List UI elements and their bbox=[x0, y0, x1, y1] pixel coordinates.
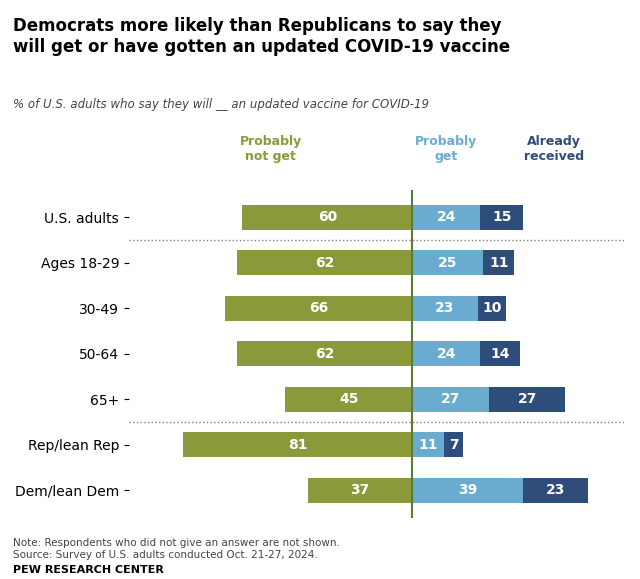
Bar bbox=[237, 342, 412, 367]
Bar bbox=[489, 387, 566, 412]
Text: 7: 7 bbox=[449, 438, 458, 452]
Text: 62: 62 bbox=[315, 256, 334, 270]
Text: 27: 27 bbox=[518, 393, 537, 406]
Bar bbox=[483, 251, 515, 276]
Text: 39: 39 bbox=[458, 483, 477, 497]
Text: 10: 10 bbox=[482, 302, 502, 316]
Text: % of U.S. adults who say they will __ an updated vaccine for COVID-19: % of U.S. adults who say they will __ an… bbox=[13, 98, 429, 111]
Text: 15: 15 bbox=[492, 210, 511, 225]
Text: 25: 25 bbox=[438, 256, 458, 270]
Text: 11: 11 bbox=[419, 438, 438, 452]
Text: 14: 14 bbox=[490, 347, 510, 361]
Bar bbox=[225, 296, 412, 321]
Text: Probably
not get: Probably not get bbox=[239, 135, 302, 163]
Bar bbox=[523, 478, 588, 503]
Text: PEW RESEARCH CENTER: PEW RESEARCH CENTER bbox=[13, 565, 164, 574]
Text: Probably
get: Probably get bbox=[415, 135, 477, 163]
Bar bbox=[412, 433, 444, 457]
Text: 60: 60 bbox=[317, 210, 337, 225]
Text: 62: 62 bbox=[315, 347, 334, 361]
Bar bbox=[237, 251, 412, 276]
Bar bbox=[477, 296, 506, 321]
Text: 66: 66 bbox=[309, 302, 328, 316]
Text: 23: 23 bbox=[546, 483, 565, 497]
Bar bbox=[412, 342, 481, 367]
Text: Democrats more likely than Republicans to say they
will get or have gotten an up: Democrats more likely than Republicans t… bbox=[13, 17, 510, 56]
Text: 27: 27 bbox=[441, 393, 460, 406]
Text: 11: 11 bbox=[489, 256, 509, 270]
Bar bbox=[412, 296, 477, 321]
Bar bbox=[444, 433, 463, 457]
Bar bbox=[481, 205, 523, 230]
Text: 24: 24 bbox=[436, 347, 456, 361]
Text: Note: Respondents who did not give an answer are not shown.
Source: Survey of U.: Note: Respondents who did not give an an… bbox=[13, 538, 340, 560]
Text: 45: 45 bbox=[339, 393, 358, 406]
Text: 37: 37 bbox=[350, 483, 370, 497]
Bar bbox=[412, 205, 481, 230]
Bar bbox=[412, 251, 483, 276]
Bar bbox=[183, 433, 412, 457]
Bar bbox=[481, 342, 520, 367]
Text: 24: 24 bbox=[436, 210, 456, 225]
Bar bbox=[285, 387, 412, 412]
Bar bbox=[308, 478, 412, 503]
Bar bbox=[412, 387, 489, 412]
Text: Already
received: Already received bbox=[524, 135, 584, 163]
Bar bbox=[412, 478, 523, 503]
Text: 23: 23 bbox=[435, 302, 454, 316]
Text: 81: 81 bbox=[288, 438, 307, 452]
Bar bbox=[243, 205, 412, 230]
